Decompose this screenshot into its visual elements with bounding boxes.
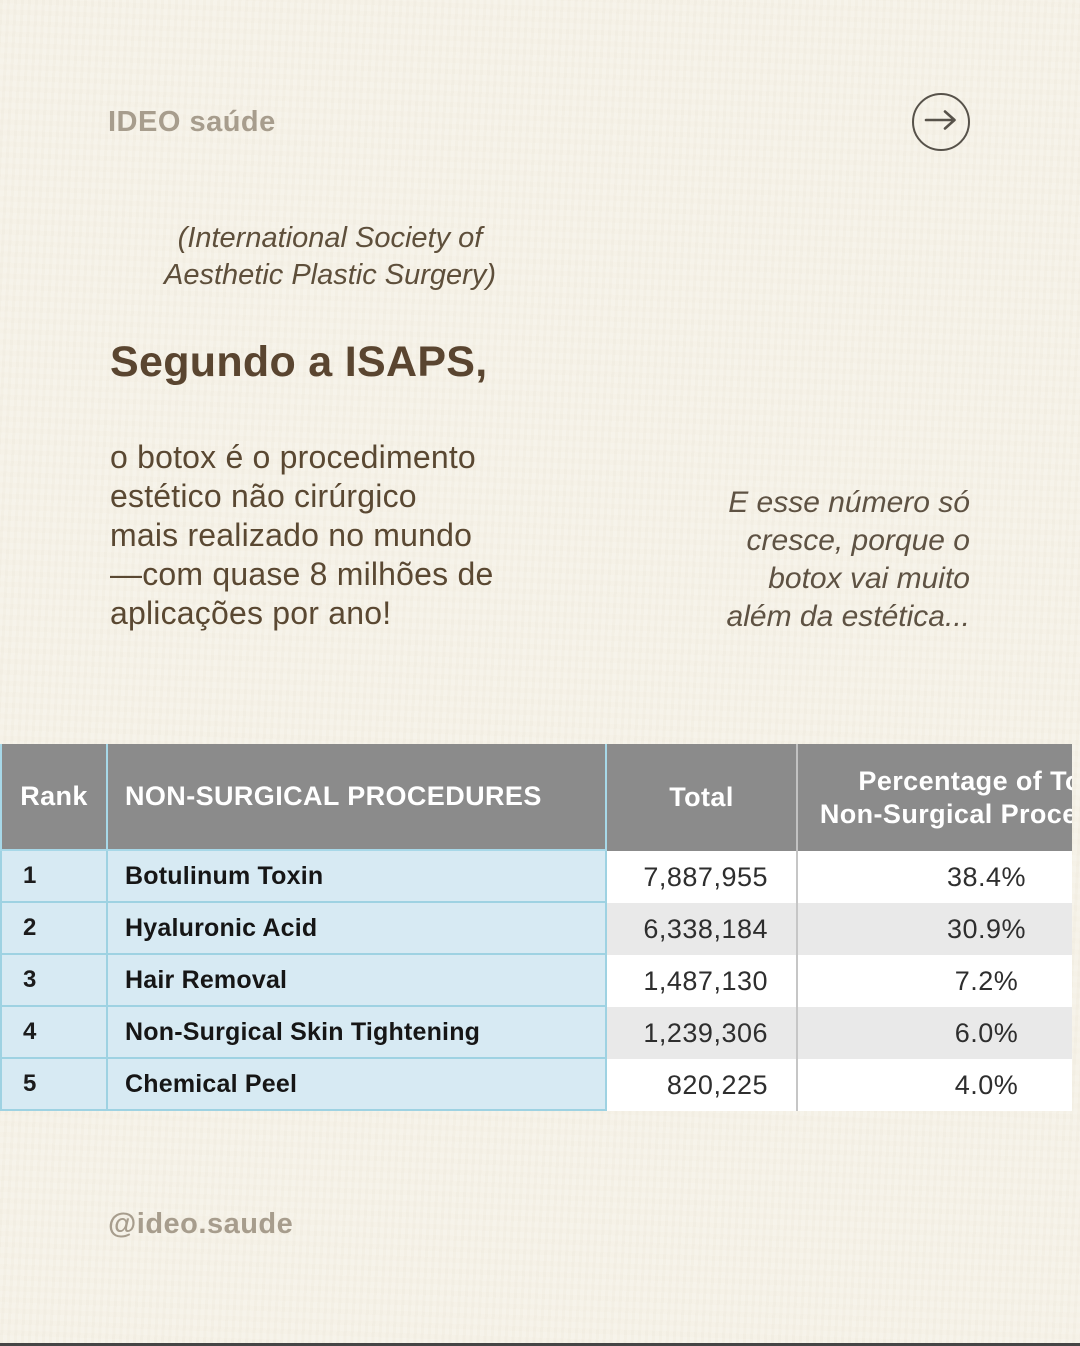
- table-row-procedure: Botulinum Toxin: [108, 851, 607, 903]
- table-row-rank: 1: [0, 851, 108, 903]
- page-title: Segundo a ISAPS,: [110, 338, 488, 386]
- next-arrow-button[interactable]: [912, 93, 970, 151]
- society-source-note: (International Society of Aesthetic Plas…: [163, 222, 496, 291]
- table-row-percentage: 6.0%: [798, 1007, 1072, 1059]
- arrow-right-icon: [924, 109, 958, 136]
- column-header-rank: Rank: [0, 744, 108, 851]
- procedures-table: Rank NON-SURGICAL PROCEDURES Total Perce…: [0, 744, 1072, 1111]
- side-note: E esse número só cresce, porque o botox …: [726, 486, 970, 633]
- table-row-procedure: Hair Removal: [108, 955, 607, 1007]
- brand-logo: IDEO saúde: [108, 106, 276, 138]
- table-row-total: 6,338,184: [607, 903, 798, 955]
- table-row-percentage: 7.2%: [798, 955, 1072, 1007]
- column-header-percentage: Percentage of Total Non-Surgical Procedu…: [798, 744, 1072, 851]
- table-row-procedure: Non-Surgical Skin Tightening: [108, 1007, 607, 1059]
- table-row-rank: 4: [0, 1007, 108, 1059]
- table-row-rank: 5: [0, 1059, 108, 1111]
- body-paragraph: o botox é o procedimento estético não ci…: [110, 439, 494, 631]
- table-row-total: 7,887,955: [607, 851, 798, 903]
- table-row-total: 1,239,306: [607, 1007, 798, 1059]
- table-row-procedure: Chemical Peel: [108, 1059, 607, 1111]
- table-row-rank: 3: [0, 955, 108, 1007]
- table-row-percentage: 38.4%: [798, 851, 1072, 903]
- table-row-procedure: Hyaluronic Acid: [108, 903, 607, 955]
- table-row-total: 1,487,130: [607, 955, 798, 1007]
- social-handle: @ideo.saude: [108, 1208, 294, 1240]
- table-row-total: 820,225: [607, 1059, 798, 1111]
- table-row-percentage: 4.0%: [798, 1059, 1072, 1111]
- column-header-procedures: NON-SURGICAL PROCEDURES: [108, 744, 607, 851]
- table-row-rank: 2: [0, 903, 108, 955]
- table-row-percentage: 30.9%: [798, 903, 1072, 955]
- column-header-total: Total: [607, 744, 798, 851]
- bottom-edge-divider: [0, 1343, 1080, 1346]
